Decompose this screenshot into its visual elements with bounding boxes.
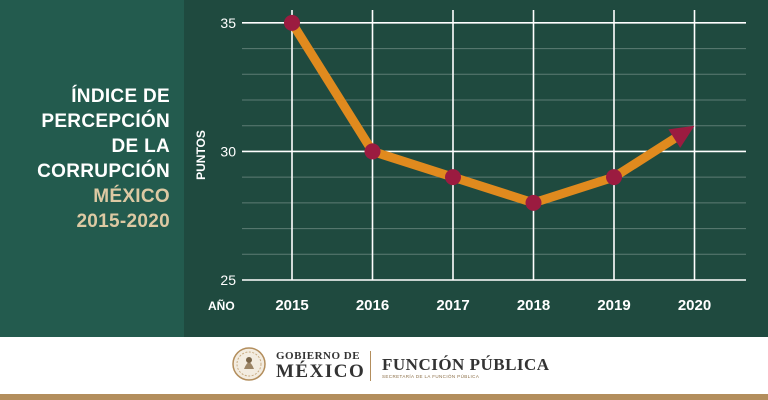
x-tick-label: 2017	[436, 297, 469, 314]
x-tick-label: 2019	[597, 297, 630, 314]
line-chart: 25 30 35 2015 2016 2017 2018 2019 2020 AÑO PUNTOS	[194, 10, 746, 314]
title-line-1: ÍNDICE DE	[71, 86, 170, 107]
x-tick-label: 2020	[678, 297, 711, 314]
y-tick-label: 25	[220, 272, 236, 288]
title-line-2: PERCEPCIÓN	[41, 111, 170, 132]
data-point	[364, 143, 381, 160]
title-years: 2015-2020	[76, 211, 170, 232]
title-country: MÉXICO	[93, 186, 170, 207]
x-tick-label: 2016	[356, 297, 389, 314]
title-line-4: CORRUPCIÓN	[37, 161, 170, 182]
footer	[0, 337, 768, 394]
data-point	[445, 169, 461, 186]
x-tick-label: 2015	[275, 297, 308, 314]
series-line	[287, 18, 683, 208]
mexico-label: MÉXICO	[276, 361, 366, 382]
y-tick-label: 30	[220, 143, 236, 159]
footer-divider	[370, 351, 371, 381]
chart-title: ÍNDICE DE PERCEPCIÓN DE LA CORRUPCIÓN MÉ…	[0, 84, 170, 234]
title-line-3: DE LA	[111, 136, 170, 157]
data-point	[284, 14, 300, 31]
data-point	[525, 194, 542, 211]
data-point	[606, 169, 622, 186]
y-tick-label: 35	[220, 15, 236, 31]
x-tick-label: 2018	[517, 297, 550, 314]
y-axis-label: PUNTOS	[194, 130, 208, 180]
x-axis-label: AÑO	[208, 298, 235, 313]
gobierno-de-label: GOBIERNO DE	[276, 350, 361, 362]
footer-stripe	[0, 394, 768, 400]
trend-arrow	[668, 125, 695, 148]
chart-area: 25 30 35 2015 2016 2017 2018 2019 2020 AÑO PUNTOS	[184, 0, 768, 337]
government-seal-icon	[232, 347, 266, 381]
secretaria-label: SECRETARÍA DE LA FUNCIÓN PÚBLICA	[382, 374, 480, 379]
funcion-publica-label: FUNCIÓN PÚBLICA	[382, 355, 550, 374]
